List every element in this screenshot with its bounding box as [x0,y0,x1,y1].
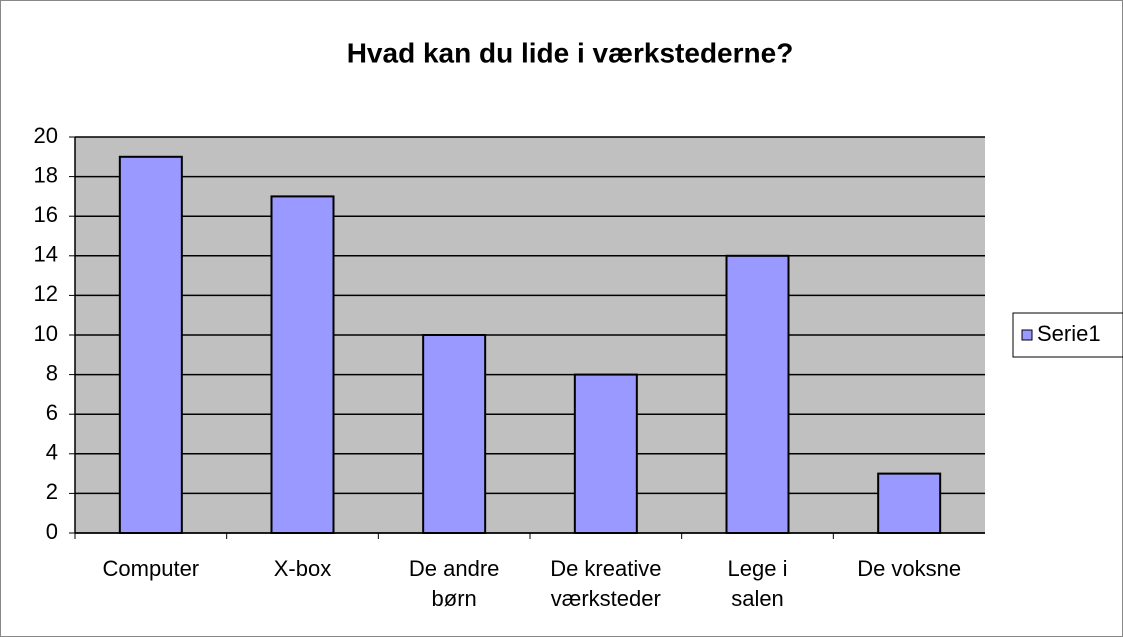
bar [573,373,638,534]
y-tick-label: 0 [46,519,58,544]
bar [270,195,335,534]
y-tick-label: 18 [34,162,58,187]
x-tick-label: Lege i salen [728,556,788,611]
x-tick-label: De andre børn [409,556,500,611]
legend-label: Serie1 [1037,321,1101,346]
legend-swatch [1021,329,1033,341]
chart-title: Hvad kan du lide i værkstederne? [347,37,794,68]
bar [877,472,942,535]
x-tick-label: De voksne [857,556,961,581]
y-tick-label: 12 [34,281,58,306]
x-tick-label: Computer [103,556,200,581]
bar [118,155,183,535]
bar [725,254,790,535]
x-tick-label: X-box [274,556,331,581]
y-tick-label: 2 [46,479,58,504]
y-tick-label: 16 [34,202,58,227]
y-tick-label: 10 [34,321,58,346]
bar [422,334,487,534]
y-tick-label: 8 [46,360,58,385]
y-tick-label: 20 [34,123,58,148]
y-tick-label: 6 [46,400,58,425]
y-tick-label: 14 [34,242,58,267]
x-tick-label: De kreative værksteder [550,556,661,611]
y-tick-label: 4 [46,440,58,465]
